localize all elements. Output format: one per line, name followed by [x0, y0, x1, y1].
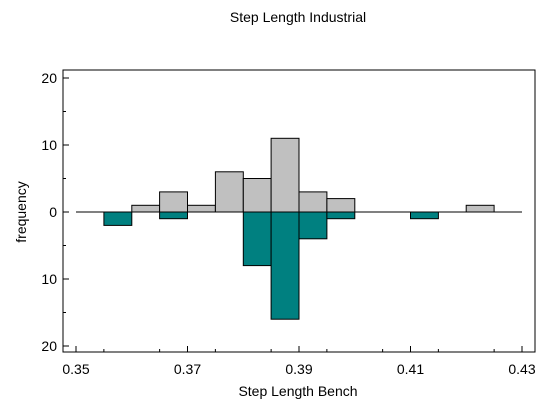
x-axis-label: Step Length Bench	[238, 383, 357, 399]
bar-lower	[159, 211, 189, 220]
bar-upper	[270, 137, 300, 213]
bar-upper	[465, 204, 495, 213]
bar-upper	[242, 178, 272, 213]
x-tick-label: 0.35	[62, 361, 89, 377]
bar-lower	[270, 211, 300, 320]
y-tick-label: 20	[41, 338, 57, 354]
bar-lower	[326, 211, 356, 220]
bars-group	[103, 137, 495, 320]
chart-title: Step Length Industrial	[230, 9, 366, 25]
x-tick-label: 0.37	[174, 361, 201, 377]
y-axis-label: frequency	[13, 181, 29, 242]
x-axis-ticks: 0.35 0.37 0.39 0.41 0.43	[62, 346, 536, 377]
x-tick-label: 0.39	[285, 361, 312, 377]
y-tick-label: 10	[41, 137, 57, 153]
bar-upper	[159, 191, 189, 213]
y-axis-ticks: 20 10 0 10 20	[41, 70, 69, 354]
bar-upper	[187, 204, 216, 213]
bar-upper	[298, 191, 328, 213]
y-tick-label: 0	[49, 204, 57, 220]
bar-lower	[103, 211, 133, 226]
y-tick-label: 10	[41, 271, 57, 287]
bar-upper	[326, 198, 356, 213]
x-tick-label: 0.41	[397, 361, 424, 377]
bar-upper	[214, 171, 244, 213]
y-tick-label: 20	[41, 70, 57, 86]
bar-upper	[131, 204, 161, 213]
x-tick-label: 0.43	[508, 361, 535, 377]
bar-lower	[242, 211, 272, 267]
bar-lower	[410, 211, 439, 220]
bar-lower	[298, 211, 328, 240]
